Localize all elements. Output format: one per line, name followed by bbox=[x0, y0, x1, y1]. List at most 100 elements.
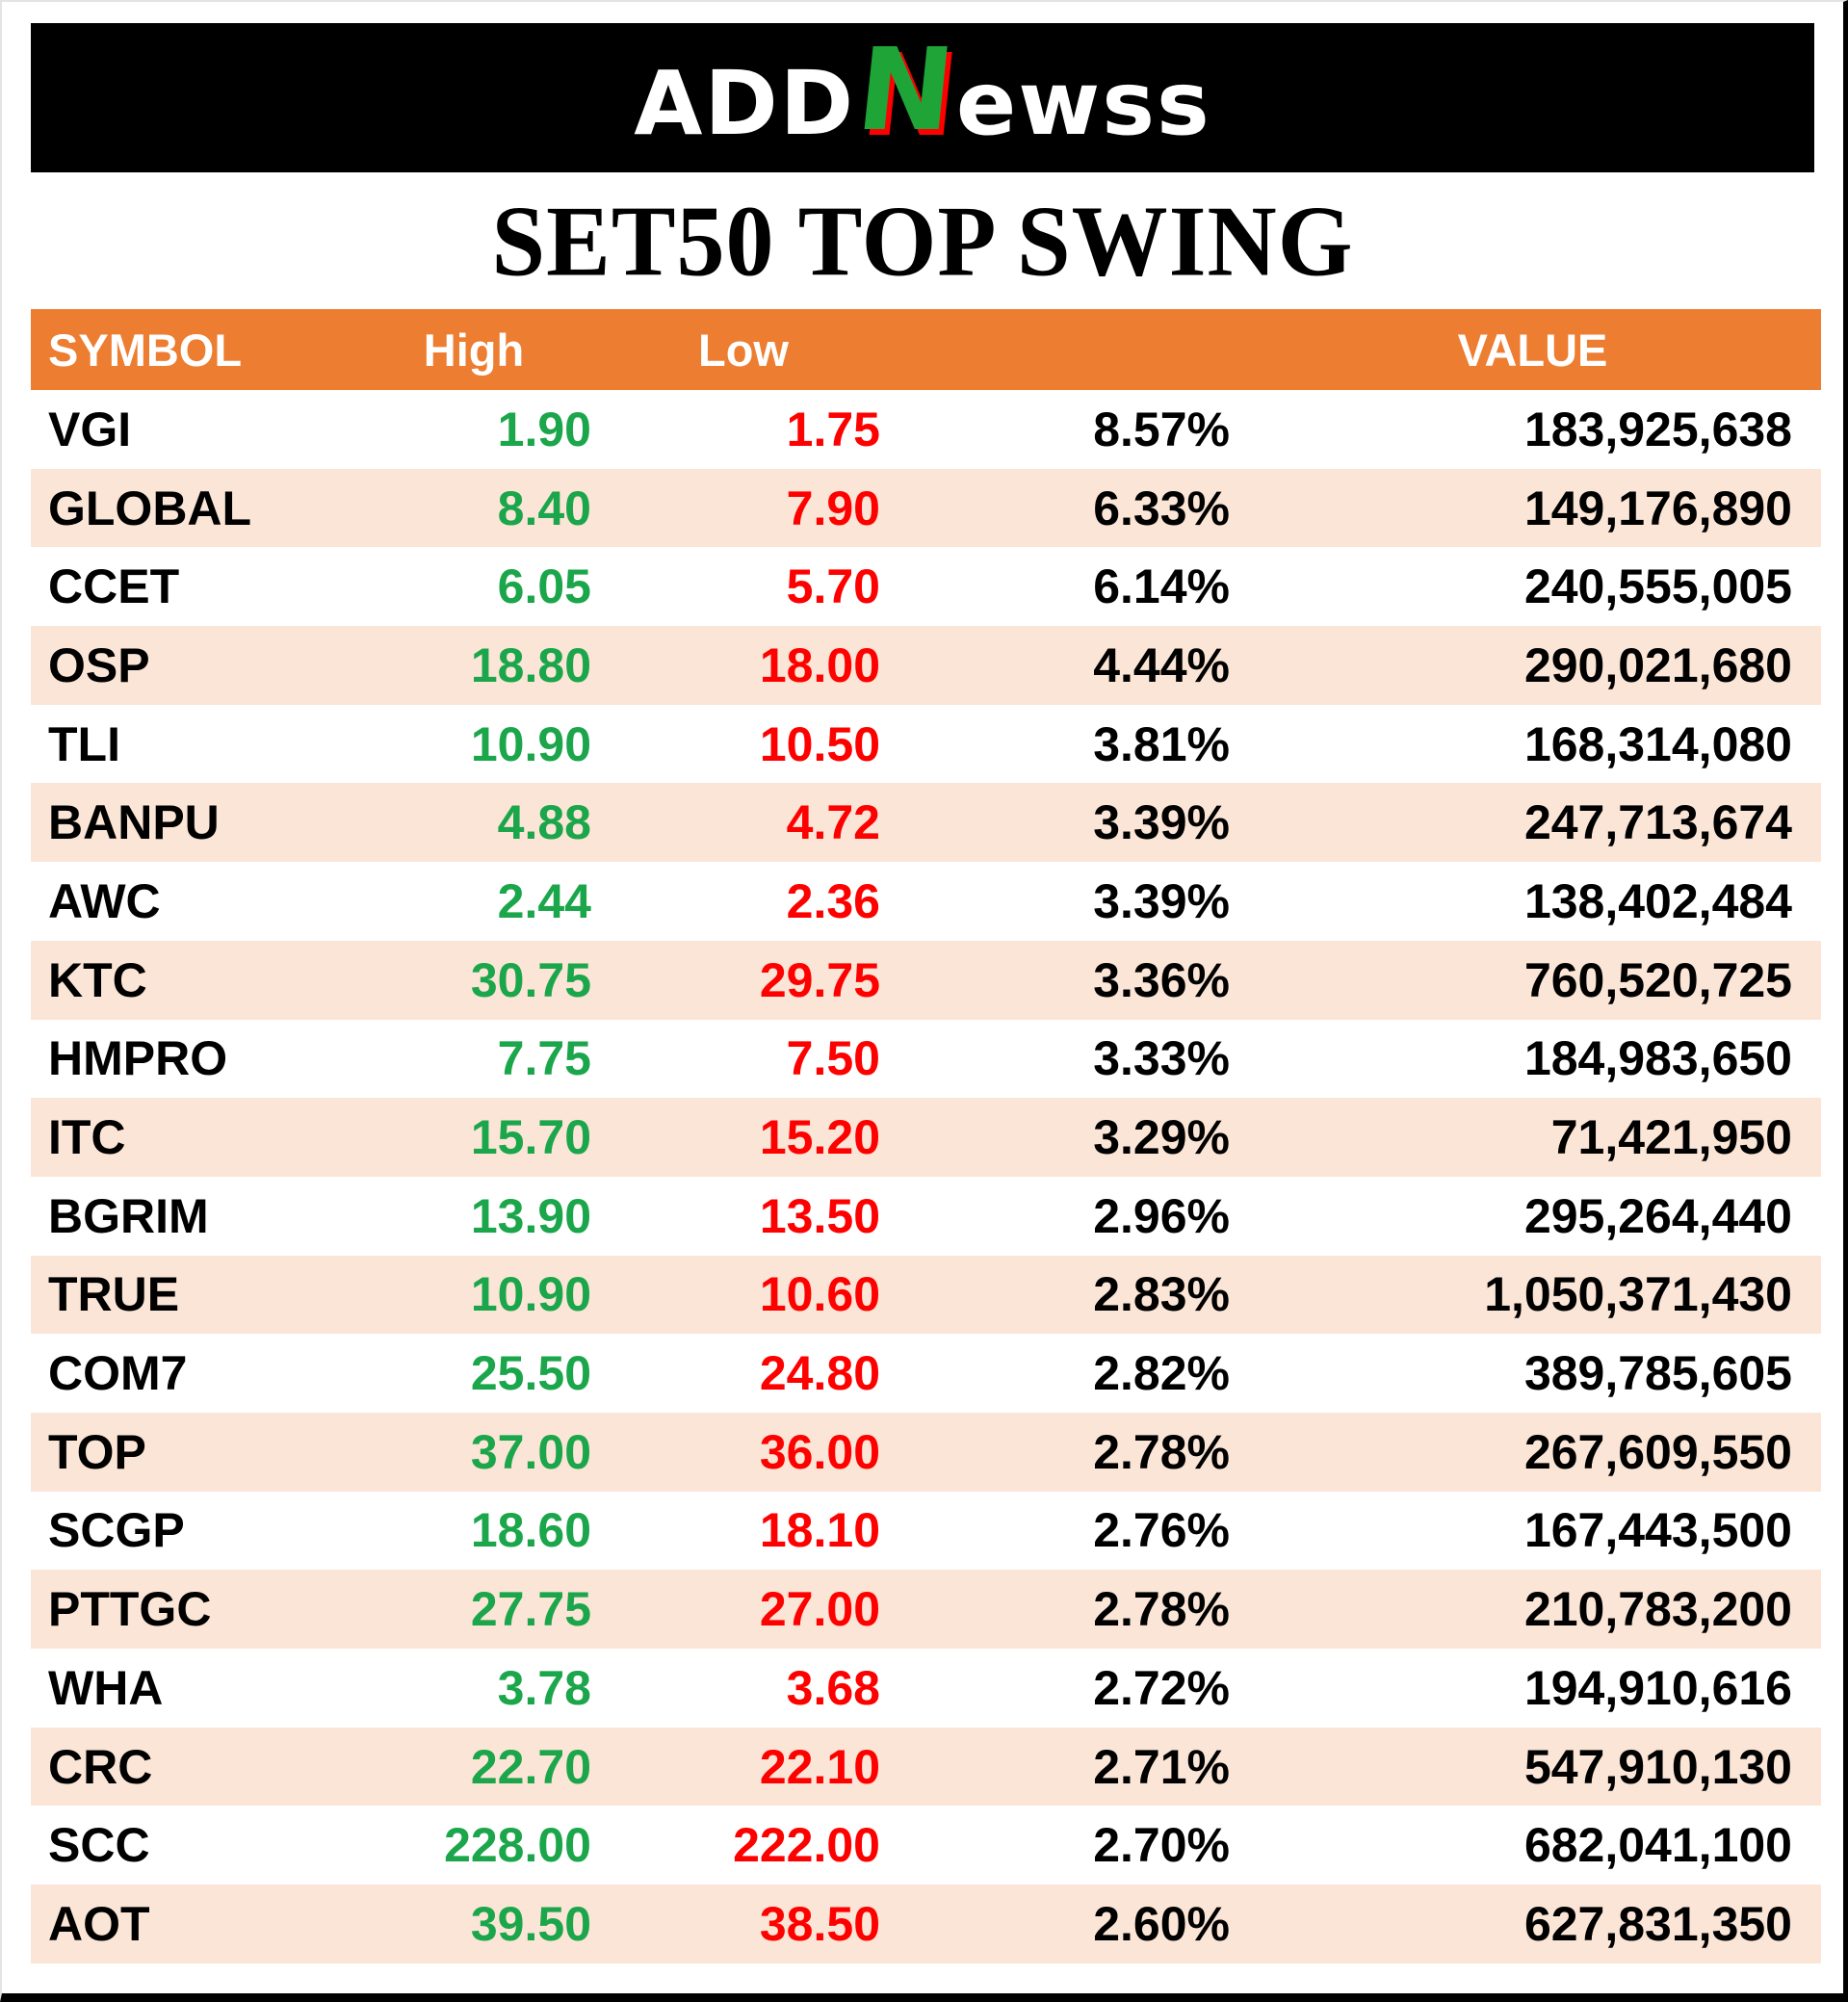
low-cell: 7.50 bbox=[786, 1031, 880, 1086]
value-cell: 71,421,950 bbox=[1550, 1110, 1792, 1165]
value-cell: 210,783,200 bbox=[1523, 1582, 1792, 1637]
value-cell: 290,021,680 bbox=[1523, 637, 1792, 692]
table-row: VGI 1.90 1.75 8.57% 183,925,638 bbox=[31, 390, 1821, 469]
swing-percent-cell: 3.39% bbox=[1093, 795, 1230, 850]
value-cell: 389,785,605 bbox=[1523, 1346, 1792, 1401]
value-cell: 295,264,440 bbox=[1523, 1188, 1792, 1243]
swing-percent-cell: 2.78% bbox=[1093, 1424, 1230, 1479]
symbol-cell: BGRIM bbox=[48, 1188, 209, 1243]
swing-percent-cell: 3.39% bbox=[1093, 873, 1230, 928]
swing-percent-cell: 2.76% bbox=[1093, 1503, 1230, 1558]
table-row: BANPU 4.88 4.72 3.39% 247,713,674 bbox=[31, 783, 1821, 863]
value-cell: 167,443,500 bbox=[1523, 1503, 1792, 1558]
swing-percent-cell: 3.29% bbox=[1093, 1110, 1230, 1165]
swing-percent-cell: 3.36% bbox=[1093, 952, 1230, 1007]
value-cell: 240,555,005 bbox=[1523, 559, 1792, 614]
symbol-cell: COM7 bbox=[48, 1346, 188, 1401]
high-cell: 8.40 bbox=[497, 481, 591, 535]
symbol-cell: OSP bbox=[48, 637, 150, 692]
high-cell: 13.90 bbox=[470, 1188, 591, 1243]
high-cell: 228.00 bbox=[444, 1818, 591, 1873]
high-cell: 27.75 bbox=[470, 1582, 591, 1637]
low-cell: 18.10 bbox=[759, 1503, 880, 1558]
swing-percent-cell: 2.96% bbox=[1093, 1188, 1230, 1243]
table-row: AOT 39.50 38.50 2.60% 627,831,350 bbox=[31, 1885, 1821, 1963]
low-cell: 1.75 bbox=[786, 402, 880, 456]
table-body: VGI 1.90 1.75 8.57% 183,925,638 GLOBAL 8… bbox=[31, 390, 1821, 1963]
low-cell: 7.90 bbox=[786, 481, 880, 535]
low-cell: 13.50 bbox=[759, 1188, 880, 1243]
swing-percent-cell: 4.44% bbox=[1093, 637, 1230, 692]
high-cell: 3.78 bbox=[497, 1660, 591, 1715]
low-cell: 4.72 bbox=[786, 795, 880, 850]
table-row: GLOBAL 8.40 7.90 6.33% 149,176,890 bbox=[31, 468, 1821, 548]
symbol-cell: TOP bbox=[48, 1424, 146, 1479]
symbol-cell: PTTGC bbox=[48, 1582, 212, 1637]
high-cell: 2.44 bbox=[497, 873, 591, 928]
low-cell: 10.50 bbox=[759, 716, 880, 771]
value-cell: 267,609,550 bbox=[1523, 1424, 1792, 1479]
low-cell: 18.00 bbox=[759, 637, 880, 692]
value-cell: 168,314,080 bbox=[1523, 716, 1792, 771]
table-row: SCGP 18.60 18.10 2.76% 167,443,500 bbox=[31, 1491, 1821, 1571]
high-cell: 1.90 bbox=[497, 402, 591, 456]
swing-percent-cell: 6.33% bbox=[1093, 481, 1230, 535]
table-row: CRC 22.70 22.10 2.71% 547,910,130 bbox=[31, 1727, 1821, 1807]
symbol-cell: SCC bbox=[48, 1818, 150, 1873]
high-cell: 7.75 bbox=[497, 1031, 591, 1086]
low-cell: 15.20 bbox=[759, 1110, 880, 1165]
symbol-cell: SCGP bbox=[48, 1503, 185, 1558]
table-row: AWC 2.44 2.36 3.39% 138,402,484 bbox=[31, 862, 1821, 941]
low-cell: 3.68 bbox=[786, 1660, 880, 1715]
value-cell: 184,983,650 bbox=[1523, 1031, 1792, 1086]
value-cell: 247,713,674 bbox=[1523, 795, 1792, 850]
swing-percent-cell: 2.82% bbox=[1093, 1346, 1230, 1401]
value-cell: 1,050,371,430 bbox=[1484, 1267, 1792, 1322]
swing-percent-cell: 2.83% bbox=[1093, 1267, 1230, 1322]
low-cell: 27.00 bbox=[759, 1582, 880, 1637]
symbol-cell: AOT bbox=[48, 1896, 150, 1951]
table-row: TRUE 10.90 10.60 2.83% 1,050,371,430 bbox=[31, 1255, 1821, 1335]
high-cell: 10.90 bbox=[470, 1267, 591, 1322]
swing-percent-cell: 3.33% bbox=[1093, 1031, 1230, 1086]
high-cell: 10.90 bbox=[470, 716, 591, 771]
table-row: PTTGC 27.75 27.00 2.78% 210,783,200 bbox=[31, 1570, 1821, 1649]
symbol-cell: CCET bbox=[48, 559, 180, 614]
value-cell: 682,041,100 bbox=[1523, 1818, 1792, 1873]
value-cell: 760,520,725 bbox=[1523, 952, 1792, 1007]
symbol-cell: HMPRO bbox=[48, 1031, 228, 1086]
symbol-cell: CRC bbox=[48, 1739, 153, 1794]
symbol-cell: GLOBAL bbox=[48, 481, 252, 535]
header-symbol: SYMBOL bbox=[48, 324, 243, 376]
swing-percent-cell: 2.78% bbox=[1093, 1582, 1230, 1637]
low-cell: 24.80 bbox=[759, 1346, 880, 1401]
high-cell: 18.80 bbox=[470, 637, 591, 692]
symbol-cell: WHA bbox=[48, 1660, 164, 1715]
low-cell: 38.50 bbox=[759, 1896, 880, 1951]
swing-percent-cell: 2.60% bbox=[1093, 1896, 1230, 1951]
low-cell: 5.70 bbox=[786, 559, 880, 614]
table-row: ITC 15.70 15.20 3.29% 71,421,950 bbox=[31, 1098, 1821, 1177]
table-row: TOP 37.00 36.00 2.78% 267,609,550 bbox=[31, 1412, 1821, 1492]
logo-text-ewss: ewss bbox=[955, 51, 1211, 155]
high-cell: 37.00 bbox=[470, 1424, 591, 1479]
table-row: SCC 228.00 222.00 2.70% 682,041,100 bbox=[31, 1806, 1821, 1885]
symbol-cell: TRUE bbox=[48, 1267, 180, 1322]
high-cell: 15.70 bbox=[470, 1110, 591, 1165]
swing-percent-cell: 2.71% bbox=[1093, 1739, 1230, 1794]
swing-percent-cell: 3.81% bbox=[1093, 716, 1230, 771]
symbol-cell: ITC bbox=[48, 1110, 126, 1165]
low-cell: 10.60 bbox=[759, 1267, 880, 1322]
high-cell: 39.50 bbox=[470, 1896, 591, 1951]
symbol-cell: KTC bbox=[48, 952, 147, 1007]
high-cell: 30.75 bbox=[470, 952, 591, 1007]
swing-percent-cell: 2.72% bbox=[1093, 1660, 1230, 1715]
table-row: TLI 10.90 10.50 3.81% 168,314,080 bbox=[31, 704, 1821, 784]
value-cell: 194,910,616 bbox=[1523, 1660, 1792, 1715]
logo-n-green-stroke: N bbox=[850, 23, 963, 156]
table-row: KTC 30.75 29.75 3.36% 760,520,725 bbox=[31, 940, 1821, 1020]
